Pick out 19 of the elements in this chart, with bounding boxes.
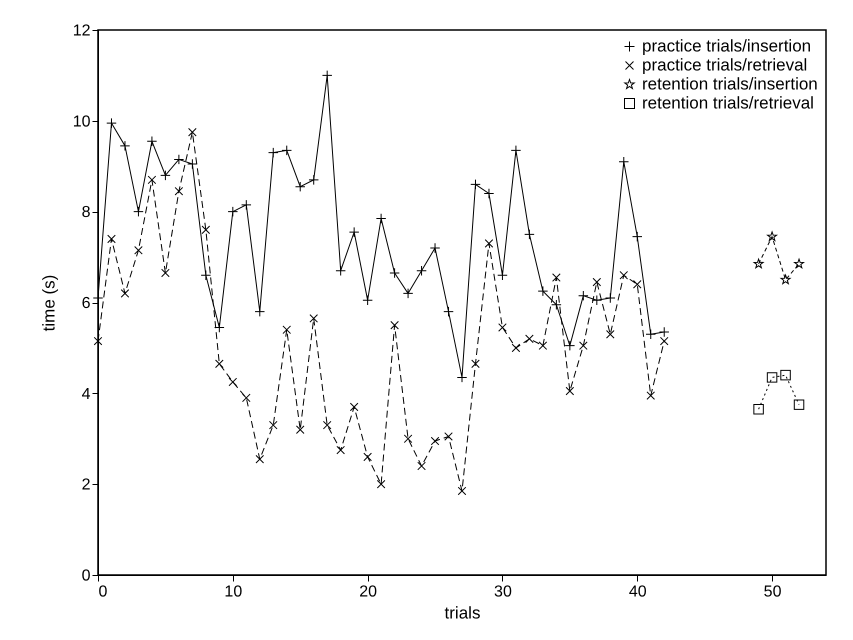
x-tick-label: 0 <box>98 584 108 600</box>
y-tick-label: 12 <box>72 22 91 40</box>
y-tick-label: 10 <box>72 113 91 130</box>
x-tick-label: 30 <box>494 584 512 600</box>
y-tick-label: 4 <box>82 386 91 403</box>
y-tick-label: 6 <box>82 295 91 312</box>
x-tick-label: 50 <box>764 584 782 600</box>
legend-label: retention trials/retrieval <box>642 94 814 112</box>
x-tick-label: 20 <box>359 584 378 600</box>
legend-label: practice trials/retrieval <box>642 56 808 74</box>
x-axis-title: trials <box>444 604 480 622</box>
x-tick-label: 40 <box>628 584 647 600</box>
legend-label: practice trials/insertion <box>642 36 812 56</box>
y-tick-label: 2 <box>82 476 91 494</box>
y-tick-label: 8 <box>82 204 91 222</box>
legend-label: retention trials/insertion <box>642 74 818 94</box>
y-tick-label: 0 <box>82 568 91 584</box>
x-tick-label: 10 <box>224 584 242 600</box>
y-axis-title: time (s) <box>40 274 59 332</box>
